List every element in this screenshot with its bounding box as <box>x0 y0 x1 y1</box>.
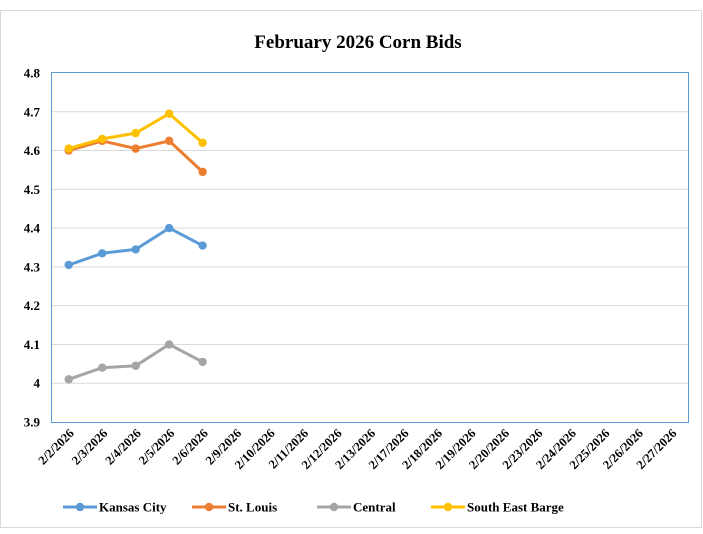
y-tick-label: 4.6 <box>24 143 41 158</box>
legend-entry: South East Barge <box>431 500 564 515</box>
legend-entry: St. Louis <box>192 500 277 515</box>
data-point <box>164 223 174 233</box>
legend: Kansas City St. Louis Central South East Ba… <box>63 500 564 515</box>
y-tick-label: 3.9 <box>24 415 41 430</box>
data-point <box>164 136 174 146</box>
legend-marker <box>443 502 453 512</box>
chart-title: February 2026 Corn Bids <box>254 32 461 53</box>
legend-label: South East Barge <box>467 500 564 515</box>
plot-area-border <box>51 72 689 423</box>
legend-marker <box>75 502 85 512</box>
data-point <box>98 134 107 144</box>
data-point <box>64 375 73 384</box>
data-point <box>131 144 140 153</box>
legend-entry: Kansas City <box>63 500 167 515</box>
data-point <box>98 249 107 258</box>
series-group <box>64 340 207 384</box>
series-group <box>64 223 207 270</box>
data-point <box>164 340 174 349</box>
data-point <box>164 109 174 118</box>
legend-label: Central <box>353 500 396 515</box>
data-point <box>98 363 107 372</box>
data-point <box>198 241 207 250</box>
legend-label: Kansas City <box>99 500 167 515</box>
legend-marker <box>204 502 214 512</box>
legend-label: St. Louis <box>228 500 277 515</box>
y-tick-label: 4.4 <box>24 221 41 236</box>
y-tick-label: 4.7 <box>24 104 41 119</box>
y-tick-label: 4.1 <box>24 337 40 352</box>
data-point <box>131 245 140 254</box>
y-tick-label: 4.3 <box>24 259 41 274</box>
legend-marker <box>329 502 339 512</box>
chart-frame <box>0 10 702 528</box>
data-point <box>64 144 73 153</box>
y-tick-label: 4.8 <box>24 66 41 81</box>
series-lines <box>64 109 207 384</box>
gridlines <box>52 111 688 384</box>
y-axis-ticks: 3.9 4 4.1 4.2 4.3 4.4 4.5 4.6 4.7 4.8 <box>24 66 41 430</box>
data-point <box>198 167 207 177</box>
data-point <box>198 357 207 367</box>
series-group <box>64 109 207 153</box>
y-tick-label: 4.2 <box>24 298 40 313</box>
y-tick-label: 4 <box>34 376 41 391</box>
y-tick-label: 4.5 <box>24 182 41 197</box>
data-point <box>198 138 207 147</box>
legend-entry: Central <box>317 500 396 515</box>
data-point <box>131 128 140 138</box>
data-point <box>64 260 73 270</box>
data-point <box>131 361 140 370</box>
